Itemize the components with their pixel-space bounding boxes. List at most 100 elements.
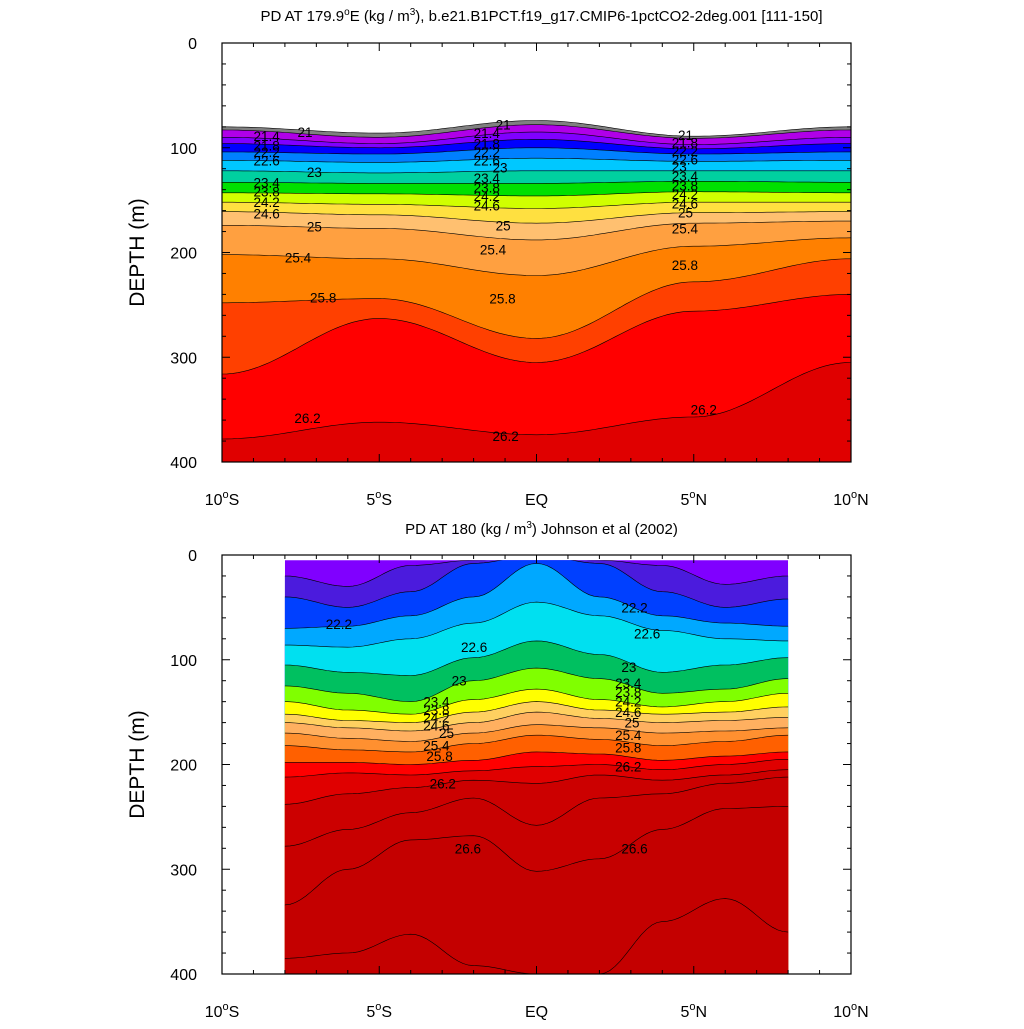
contour-line-25.4 [222, 237, 851, 276]
contour-label: 24.6 [474, 198, 500, 213]
y-axis-label: DEPTH (m) [126, 710, 149, 819]
contour-line-23.8 [222, 191, 851, 197]
contour-line-26.8 [284, 898, 789, 974]
contour-label: 24.2 [672, 187, 698, 202]
contour-label: 25.8 [426, 749, 452, 764]
contour-label: 23 [621, 660, 636, 675]
contour-line-21.8 [284, 560, 789, 608]
x-tick-label: EQ [525, 492, 548, 509]
y-tick-label: 200 [170, 246, 197, 263]
contour-label: 25 [678, 206, 693, 221]
contour-label: 23.8 [672, 178, 698, 193]
y-tick-label: 100 [170, 141, 197, 158]
x-tick-label: 10oS [205, 489, 240, 509]
contour-label: 21 [297, 125, 312, 140]
contour-line-22.2 [222, 147, 851, 155]
contour-line-25.4 [284, 734, 789, 753]
contour-label: 25.8 [615, 741, 641, 756]
contour-label: 23.8 [423, 703, 449, 718]
x-tick-label: 5oS [366, 1001, 392, 1021]
contour-line-20.8 [222, 120, 851, 137]
contour-label: 22.6 [461, 640, 487, 655]
contour-label: 25 [625, 716, 640, 731]
contour-label: 22.2 [474, 145, 500, 160]
contour-line-26.2 [222, 362, 851, 440]
contour-label: 22.2 [621, 600, 647, 615]
y-tick-label: 400 [170, 967, 197, 984]
y-axis-label: DEPTH (m) [126, 198, 149, 307]
contour-line-22.6 [284, 601, 789, 648]
y-tick-label: 100 [170, 653, 197, 670]
contour-line-24.6 [222, 211, 851, 224]
contour-line-21.4 [222, 131, 851, 145]
contour-line-26.2 [284, 769, 789, 805]
contour-label: 22.6 [474, 153, 500, 168]
contour-label: 24.2 [474, 189, 500, 204]
contour-label: 21 [678, 128, 693, 143]
contour-line-24.2 [284, 701, 789, 723]
contour-label: 26.2 [492, 429, 518, 444]
contour-label: 26.2 [430, 776, 456, 791]
contour-label: 21.4 [474, 126, 501, 141]
y-tick-label: 400 [170, 455, 197, 472]
contour-label: 23.4 [615, 676, 642, 691]
y-tick-label: 300 [170, 350, 197, 367]
contour-label: 22.2 [253, 145, 279, 160]
contour-fill-26.2 [222, 362, 851, 462]
contour-line-23.8 [284, 688, 789, 715]
contour-label: 25.8 [672, 258, 698, 273]
y-tick-label: 200 [170, 758, 197, 775]
contour-line-24.2 [222, 201, 851, 209]
contour-label: 26.2 [615, 760, 641, 775]
contour-label: 26.2 [294, 411, 320, 426]
contour-label: 25 [496, 218, 511, 233]
contour-line-26.6 [284, 806, 789, 906]
chart-panel-1: 2121.421.822.222.62323.423.824.224.62525… [126, 7, 869, 509]
contour-label: 23.4 [672, 169, 699, 184]
chart-title: PD AT 179.9oE (kg / m3), b.e21.B1PCT.f19… [260, 7, 822, 25]
contour-label: 22.2 [672, 144, 698, 159]
contour-label: 23.8 [253, 185, 279, 200]
contour-label: 25.4 [285, 251, 312, 266]
contour-label: 22.2 [326, 617, 352, 632]
x-tick-label: 10oN [833, 1001, 868, 1021]
x-tick-label: 10oN [833, 489, 868, 509]
contour-line-25 [222, 220, 851, 241]
contour-label: 24.6 [672, 196, 698, 211]
contour-label: 26.6 [621, 841, 647, 856]
contour-fills [284, 560, 789, 974]
contour-label: 24.2 [253, 195, 279, 210]
contour-label: 25.4 [615, 728, 642, 743]
contour-label: 23 [672, 160, 687, 175]
contour-label: 24.2 [423, 710, 449, 725]
contour-label: 21.8 [672, 136, 698, 151]
contour-line-21.4 [284, 560, 789, 587]
contour-label: 22.6 [634, 627, 660, 642]
chart-panel-2: 22.222.62323.423.824.224.62525.425.826.2… [126, 520, 869, 1021]
contour-line-21 [222, 124, 851, 139]
contour-label: 25.8 [489, 292, 515, 307]
contour-label: 21.8 [253, 139, 279, 154]
x-tick-label: 5oN [680, 1001, 707, 1021]
contour-label: 23 [307, 165, 322, 180]
contour-line-25.8 [222, 258, 851, 339]
contour-label: 23.4 [474, 171, 501, 186]
contour-label: 25.8 [310, 291, 336, 306]
contour-line-23.4 [222, 181, 851, 184]
contour-label: 23 [492, 161, 507, 176]
contour-label: 24.6 [253, 207, 279, 222]
x-tick-label: 5oS [366, 489, 392, 509]
contour-label: 23.4 [423, 695, 450, 710]
contour-label: 22.6 [253, 153, 279, 168]
contour-label: 26.2 [691, 403, 717, 418]
contour-label: 26.6 [455, 841, 481, 856]
contour-line-25 [284, 724, 789, 742]
contour-label: 21 [496, 118, 511, 133]
contour-label: 25.4 [423, 739, 450, 754]
contour-line-25.8 [284, 751, 789, 765]
contour-label: 25 [439, 726, 454, 741]
contour-label: 25.4 [480, 242, 507, 257]
contour-line-26 [284, 759, 789, 778]
